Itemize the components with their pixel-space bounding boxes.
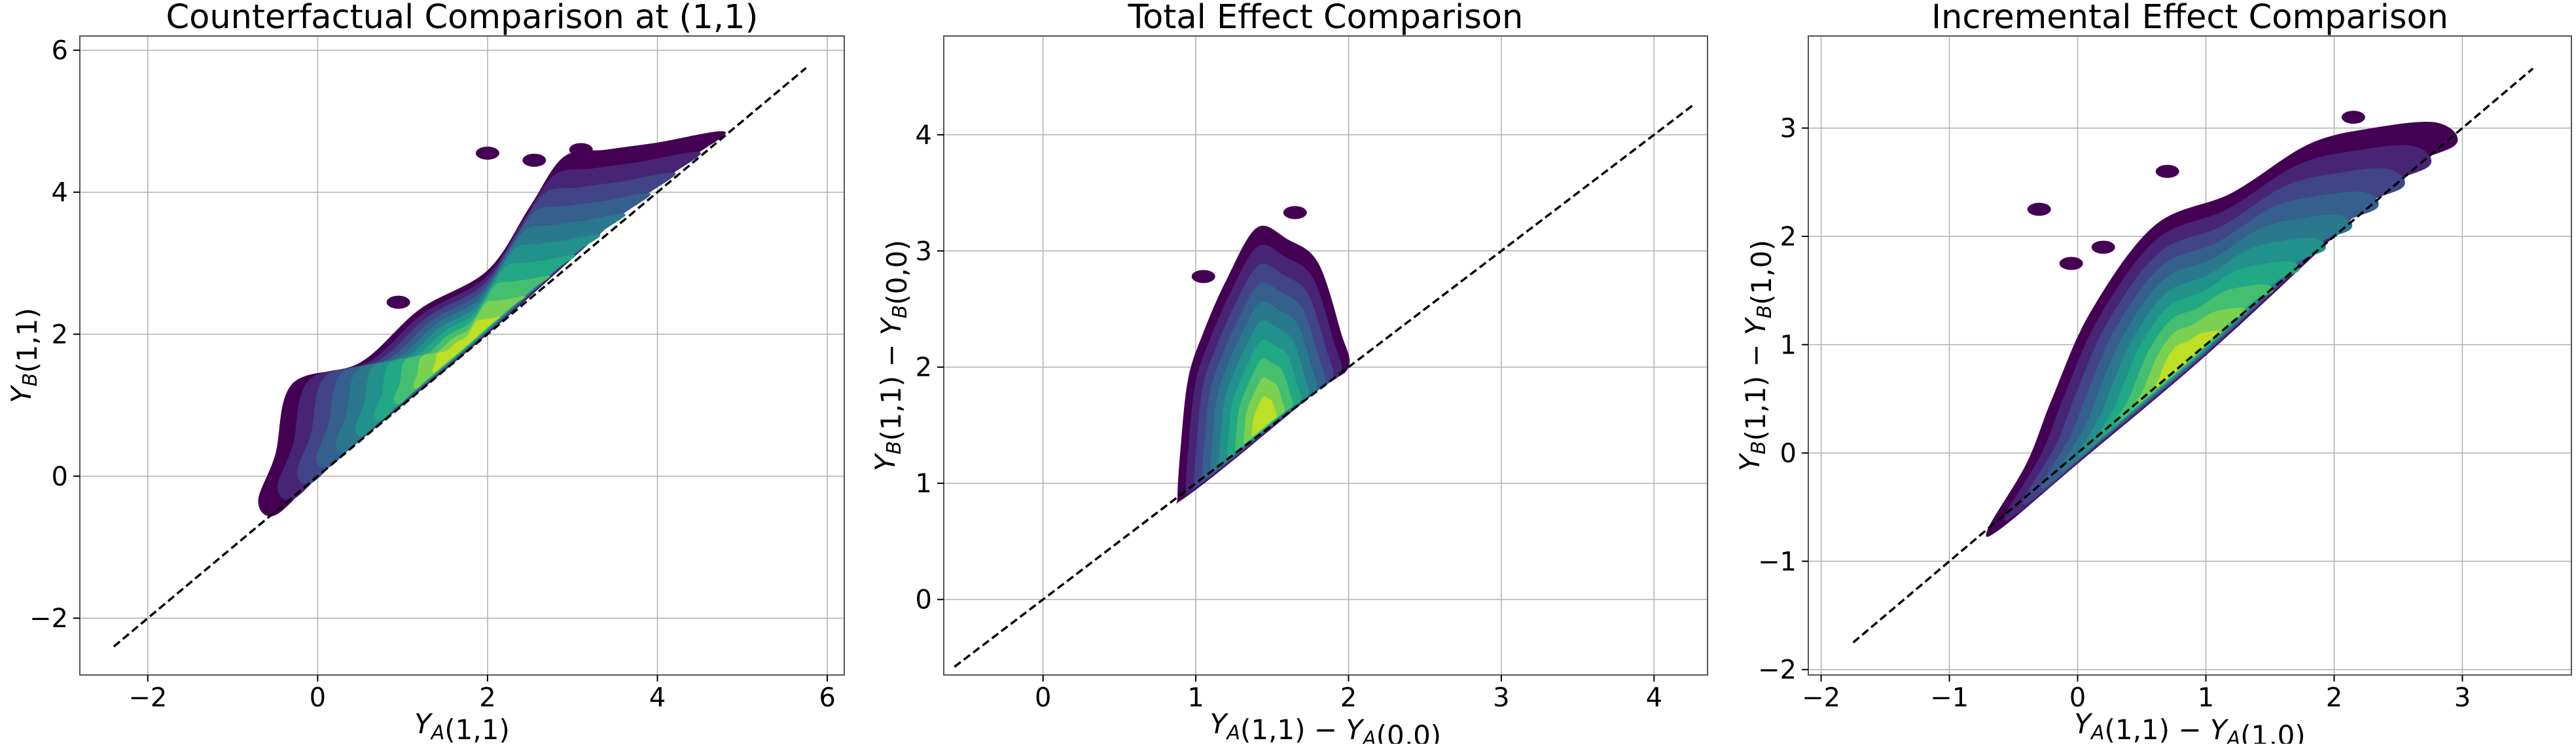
- x-axis-label: YA(1,1) − YA(1,0): [2074, 708, 2305, 744]
- density-island: [475, 146, 499, 160]
- density-level-10: [1251, 396, 1278, 437]
- x-tick-label: 6: [819, 683, 835, 713]
- x-tick-label: 3: [1493, 683, 1509, 713]
- x-tick-label: 2: [479, 683, 495, 713]
- density-island: [2091, 240, 2115, 254]
- y-tick-label: 0: [1780, 439, 1797, 469]
- density-island: [1191, 270, 1215, 283]
- x-tick-label: 0: [1035, 683, 1051, 713]
- y-tick-label: 2: [52, 319, 68, 350]
- chart-panel-3: −2 −1 0 1 2 3 −2 −1 0 1 2 3 Incremental Effect Compa…: [1734, 0, 2572, 747]
- y-tick-label: 4: [916, 120, 932, 151]
- y-tick-label: 2: [916, 353, 932, 383]
- x-tick-label: 2: [1340, 683, 1357, 713]
- density-island: [386, 295, 410, 309]
- y-tick-label: 0: [52, 462, 68, 492]
- x-tick-label: −2: [1802, 683, 1840, 713]
- axes-frame: [943, 35, 1708, 676]
- x-tick-label: 2: [2326, 683, 2342, 713]
- y-tick-label: 4: [52, 178, 68, 208]
- density-island: [2155, 164, 2179, 178]
- axes-frame: [1808, 35, 2572, 676]
- y-axis-label: YB(1,1) − YB(1,0): [1734, 240, 1778, 471]
- x-tick-label: 0: [310, 683, 326, 713]
- x-tick-label: 1: [1187, 683, 1204, 713]
- identity-line: [113, 67, 807, 647]
- y-tick-label: 2: [1780, 222, 1797, 252]
- density-contours: [113, 67, 807, 647]
- x-axis-label: YA(1,1): [414, 708, 510, 744]
- chart-title: Counterfactual Comparison at (1,1): [166, 0, 759, 37]
- x-axis-label: YA(1,1) − YA(0,0): [1210, 708, 1441, 744]
- y-tick-label: 1: [1780, 330, 1797, 360]
- y-axis-label: YB(1,1): [5, 308, 43, 403]
- chart-panel-1: −2 0 2 4 6 −2 0 2 4 6 Counterfactual Comparison at…: [5, 0, 845, 746]
- y-tick-label: 1: [916, 469, 932, 499]
- density-contours: [954, 105, 1693, 668]
- y-tick-label: 3: [916, 236, 932, 266]
- chart-title: Incremental Effect Comparison: [1931, 0, 2448, 37]
- y-tick-label: −2: [1758, 655, 1797, 685]
- identity-line: [1852, 67, 2534, 644]
- x-tick-label: −2: [128, 683, 167, 713]
- density-island: [2027, 202, 2051, 216]
- density-island: [522, 153, 546, 167]
- chart-title: Total Effect Comparison: [1128, 0, 1524, 37]
- chart-panel-2: 0 1 2 3 4 0 1 2 3 4 Total Effect Comparison YA(1,1)…: [869, 0, 1708, 747]
- y-tick-label: 6: [52, 36, 68, 66]
- y-tick-label: −1: [1758, 547, 1797, 577]
- axes-frame: [79, 35, 845, 676]
- density-island: [569, 143, 593, 156]
- density-island: [2341, 111, 2365, 124]
- y-axis-label: YB(1,1) − YB(0,0): [869, 240, 913, 471]
- density-island: [1283, 206, 1307, 219]
- x-tick-label: 4: [649, 683, 666, 713]
- x-tick-label: −1: [1930, 683, 1969, 713]
- y-tick-label: 3: [1780, 114, 1797, 144]
- density-level-10: [432, 317, 501, 373]
- x-tick-label: 0: [2069, 683, 2086, 713]
- identity-line: [954, 105, 1693, 668]
- y-tick-label: 0: [916, 585, 932, 615]
- density-island: [2059, 257, 2083, 270]
- density-contours: [1852, 67, 2534, 644]
- x-tick-label: 3: [2454, 683, 2471, 713]
- y-tick-label: −2: [29, 604, 68, 634]
- x-tick-label: 4: [1646, 683, 1662, 713]
- x-tick-label: 1: [2198, 683, 2214, 713]
